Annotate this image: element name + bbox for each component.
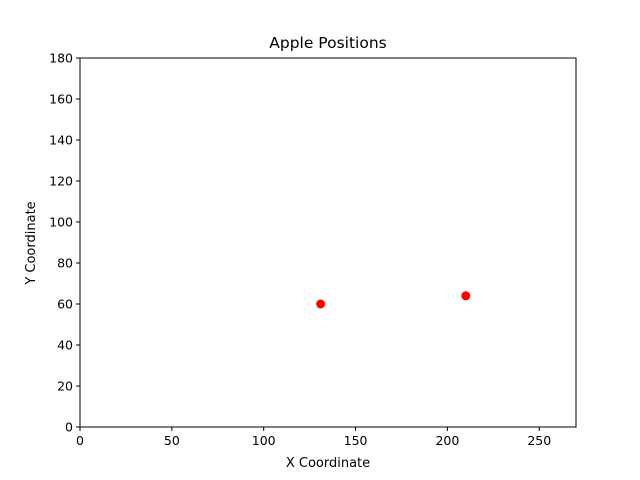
scatter-point (316, 299, 326, 309)
x-axis-label: X Coordinate (286, 456, 370, 471)
chart-title: Apple Positions (269, 34, 386, 52)
y-tick-label: 180 (49, 51, 73, 66)
x-tick-label: 100 (252, 433, 276, 448)
x-tick-label: 200 (435, 433, 459, 448)
x-tick-label: 0 (76, 433, 84, 448)
y-axis-ticks: 0 20 40 60 80 100 120 140 160 180 (49, 51, 80, 435)
y-tick-label: 100 (49, 215, 73, 230)
y-tick-label: 140 (49, 133, 73, 148)
x-tick-label: 50 (164, 433, 180, 448)
plot-frame (79, 57, 577, 428)
y-tick-label: 0 (65, 420, 73, 435)
y-tick-label: 40 (57, 338, 73, 353)
y-tick-label: 120 (49, 174, 73, 189)
x-tick-label: 250 (527, 433, 551, 448)
scatter-point (461, 291, 471, 301)
x-tick-label: 150 (344, 433, 368, 448)
y-tick-label: 20 (57, 379, 73, 394)
data-points (316, 291, 471, 309)
y-tick-label: 60 (57, 297, 73, 312)
plot-area (79, 57, 577, 428)
y-axis-label: Y Coordinate (24, 201, 39, 285)
y-tick-label: 80 (57, 256, 73, 271)
y-tick-label: 160 (49, 92, 73, 107)
x-axis-ticks: 0 50 100 150 200 250 (76, 427, 551, 448)
